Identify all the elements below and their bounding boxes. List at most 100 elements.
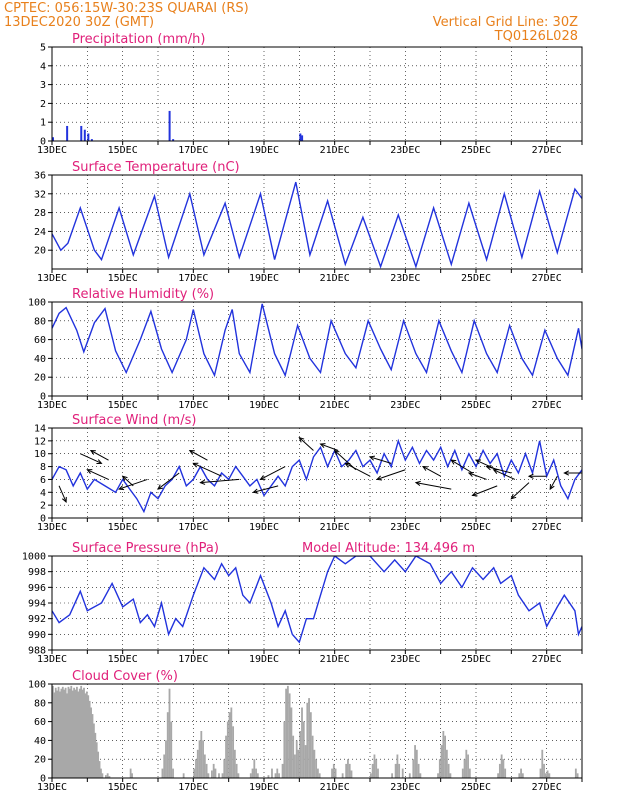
x-tick-label: 15DEC [108, 400, 138, 411]
rh-line [52, 303, 582, 378]
cloud-bar [64, 687, 67, 778]
cloud-bar [170, 721, 173, 778]
wind-arrowhead [414, 480, 421, 486]
cloud-bar [419, 773, 422, 778]
cloud-bar [101, 773, 104, 778]
cloud-bar [53, 692, 56, 778]
cloud-bar [67, 686, 70, 778]
temp-panel: 20 24 28 32 36 13DEC 15DEC 17DEC 19DEC 21DEC 23DEC… [34, 160, 583, 284]
header-location: CPTEC: 056:15W-30:23S QUARAI (RS) [4, 1, 249, 16]
x-tick-label: 27DEC [532, 400, 562, 411]
cloud-bar [415, 749, 418, 778]
x-tick-label: 19DEC [249, 273, 279, 284]
y-tick-label: 4 [40, 488, 46, 499]
cloud-bar [309, 712, 312, 778]
cloud-bar [283, 721, 286, 778]
x-tick-label: 17DEC [178, 782, 208, 793]
x-tick-label: 25DEC [461, 522, 491, 533]
y-tick-label: 28 [34, 208, 46, 219]
y-tick-label: 20 [34, 755, 46, 766]
cloud-bar [447, 763, 450, 778]
rh-frame [51, 301, 583, 397]
cloud-bar [230, 707, 233, 778]
x-tick-label: 17DEC [178, 145, 208, 156]
press-frame [51, 555, 583, 651]
cloud-bar [539, 768, 542, 778]
x-tick-label: 19DEC [249, 522, 279, 533]
cloud-bar [212, 763, 215, 778]
precip-bar [87, 133, 90, 141]
wind-arrowhead [492, 469, 499, 474]
cloud-bar [331, 768, 333, 778]
y-tick-label: 998 [28, 567, 46, 578]
cloud-bar [373, 754, 376, 778]
precip-data [52, 110, 304, 141]
x-tick-label: 21DEC [320, 273, 350, 284]
x-tick-label: 27DEC [532, 654, 562, 665]
cloud-bar [394, 763, 397, 778]
temp-frame [51, 174, 583, 270]
wind-vector [118, 478, 148, 490]
rh-data [52, 303, 582, 378]
cloud-bar [251, 768, 254, 778]
cloud-bar [412, 759, 415, 778]
x-tick-label: 15DEC [108, 654, 138, 665]
header-grid-line: Vertical Grid Line: 30Z [433, 15, 578, 30]
x-tick-label: 25DEC [461, 273, 491, 284]
wind-data [52, 436, 582, 514]
precip-bar [90, 139, 93, 141]
x-tick-label: 21DEC [320, 400, 350, 411]
cloud-bar [350, 770, 353, 778]
cloud-bar [308, 698, 310, 778]
cloud-bar [500, 754, 503, 778]
cloud-bar [91, 714, 94, 778]
cloud-bar [267, 775, 270, 778]
cloud-bar [285, 688, 288, 778]
cloud-bar [196, 749, 199, 778]
cloud-bar [233, 749, 236, 778]
wind-arrowhead [118, 485, 125, 491]
cloud-bar [57, 686, 60, 778]
wind-arrowhead [319, 443, 326, 449]
wind-arrowhead [527, 473, 534, 479]
x-tick-label: 19DEC [249, 400, 279, 411]
cloud-bar [391, 773, 394, 778]
cloud-bar [278, 773, 280, 778]
x-tick-label: 17DEC [178, 654, 208, 665]
header-date: 13DEC2020 30Z (GMT) [4, 15, 154, 30]
wind-frame [51, 427, 583, 519]
cloud-bar [52, 685, 54, 778]
x-tick-label: 15DEC [108, 145, 138, 156]
cloud-bar [88, 700, 91, 778]
cloud-bar [302, 721, 305, 778]
cloud-bar [345, 763, 348, 778]
cloud-bar [205, 763, 208, 778]
cloud-bar [546, 770, 549, 778]
cloud-bar [543, 763, 545, 778]
cloud-bar [438, 759, 441, 778]
cloud-bar [97, 751, 100, 778]
wind-vector [87, 469, 109, 480]
y-tick-label: 20 [34, 373, 46, 384]
temp-title: Surface Temperature (nC) [72, 160, 240, 175]
x-tick-label: 13DEC [37, 782, 67, 793]
cloud-bar [195, 759, 197, 778]
y-tick-label: 60 [34, 717, 46, 728]
wind-arrowhead [192, 462, 199, 468]
cloud-bar [237, 773, 240, 778]
cloud-bar [520, 768, 522, 778]
y-tick-label: 10 [34, 449, 46, 460]
cloud-bar [80, 685, 83, 778]
x-tick-label: 13DEC [37, 145, 67, 156]
wind-vector [122, 475, 134, 487]
rh-panel: 0 20 40 60 80 100 13DEC 15DEC 17DEC 19DEC 21DEC 23D… [28, 287, 583, 411]
cloud-bar [440, 745, 443, 778]
cloud-bar [131, 773, 133, 778]
x-tick-label: 15DEC [108, 782, 138, 793]
x-tick-label: 23DEC [390, 522, 420, 533]
cloud-bar [225, 735, 227, 778]
wind-vector [193, 462, 222, 477]
x-tick-label: 23DEC [390, 400, 420, 411]
y-tick-label: 988 [28, 646, 46, 657]
y-tick-label: 80 [34, 698, 46, 709]
